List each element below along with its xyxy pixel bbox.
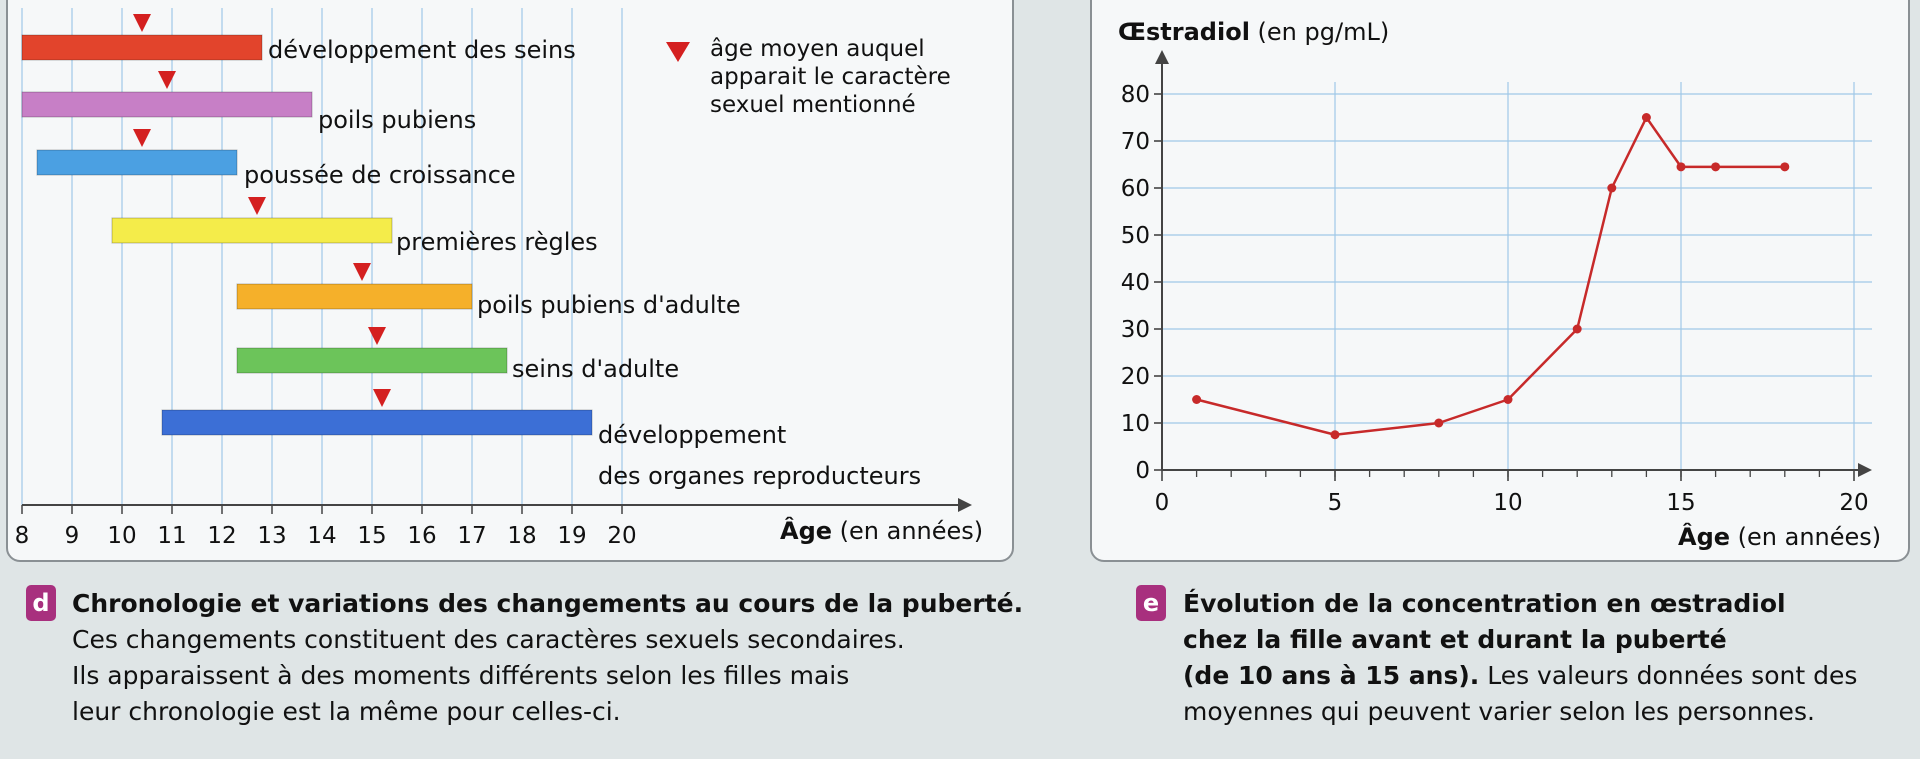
range-bar xyxy=(21,34,263,61)
panel-letter-d: d xyxy=(26,585,56,621)
y-axis-label: Œstradiol (en pg/mL) xyxy=(1118,18,1389,46)
x-tick-label: 5 xyxy=(1328,490,1343,516)
data-point xyxy=(1572,324,1582,334)
x-tick-label: 8 xyxy=(15,523,30,549)
range-bar xyxy=(21,91,313,118)
x-tick-label: 14 xyxy=(307,523,336,549)
x-tick-label: 19 xyxy=(557,523,586,549)
y-tick-label: 30 xyxy=(1121,317,1150,343)
mean-age-marker xyxy=(368,327,386,345)
data-point xyxy=(1607,183,1617,193)
caption-d-line-1: Ces changements constituent des caractèr… xyxy=(72,625,905,654)
caption-e-rest-part: Les valeurs données sont des xyxy=(1479,661,1858,690)
x-axis-arrow xyxy=(958,498,972,512)
x-tick-label: 11 xyxy=(157,523,186,549)
data-point xyxy=(1503,395,1513,404)
data-point xyxy=(1330,430,1340,440)
legend-text: âge moyen auquel xyxy=(710,36,925,62)
range-bar xyxy=(236,347,508,374)
bar-label: des organes reproducteurs xyxy=(598,462,921,490)
bar-label: développement des seins xyxy=(268,36,576,64)
x-axis-label: Âge (en années) xyxy=(780,516,983,545)
range-bar xyxy=(161,409,593,436)
x-axis-label: Âge (en années) xyxy=(1678,522,1881,551)
data-point xyxy=(1192,395,1202,404)
caption-d-line-2: Ils apparaissent à des moments différent… xyxy=(72,661,850,690)
puberty-chronology-chart: 8 9 10 11 12 13 14 15 16 17 18 19 20 Âge (en années) d… xyxy=(15,8,983,549)
caption-e-bold-part: (de 10 ans à 15 ans). xyxy=(1183,661,1480,690)
data-point xyxy=(1434,418,1444,428)
caption-e-line-3: (de 10 ans à 15 ans). Les valeurs donnée… xyxy=(1183,660,1857,692)
mean-age-marker xyxy=(353,263,371,281)
x-tick-label: 15 xyxy=(357,523,386,549)
data-point xyxy=(1711,162,1721,172)
data-point xyxy=(1780,162,1790,172)
x-tick-label: 15 xyxy=(1666,490,1695,516)
data-point xyxy=(1641,113,1651,122)
mean-age-marker xyxy=(248,197,266,215)
x-tick-label: 10 xyxy=(107,523,136,549)
caption-d-title: Chronologie et variations des changement… xyxy=(72,589,1024,618)
y-axis-arrow xyxy=(1155,50,1169,64)
bar-label: seins d'adulte xyxy=(512,355,679,383)
range-bar xyxy=(111,217,393,244)
caption-e-line-2: chez la fille avant et durant la puberté xyxy=(1183,625,1727,654)
x-tick-label: 20 xyxy=(1839,490,1868,516)
y-tick-label: 60 xyxy=(1121,176,1150,202)
mean-age-marker xyxy=(373,389,391,407)
x-axis-arrow xyxy=(1858,463,1872,477)
panel-letter-e: e xyxy=(1136,585,1166,621)
x-tick-label: 17 xyxy=(457,523,486,549)
y-tick-label: 50 xyxy=(1121,223,1150,249)
bar-label: premières règles xyxy=(396,228,598,256)
y-tick-label: 80 xyxy=(1121,82,1150,108)
range-bar xyxy=(36,149,238,176)
y-tick-label: 0 xyxy=(1135,458,1150,484)
caption-d-line-3: leur chronologie est la même pour celles… xyxy=(72,697,621,726)
range-bar xyxy=(236,283,473,310)
bar-label: poils pubiens d'adulte xyxy=(477,291,741,319)
y-tick-label: 70 xyxy=(1121,129,1150,155)
data-point xyxy=(1676,162,1686,172)
estradiol-line-chart: 0 5 10 15 20 0 10 20 30 40 50 60 70 80 Œstradiol (en p… xyxy=(1118,18,1881,551)
mean-age-marker xyxy=(133,14,151,32)
x-tick-label: 0 xyxy=(1155,490,1170,516)
x-tick-label: 16 xyxy=(407,523,436,549)
bar-label: poussée de croissance xyxy=(244,161,516,189)
bar-label: poils pubiens xyxy=(318,106,476,134)
legend-text: sexuel mentionné xyxy=(710,92,916,118)
caption-e-line-1: Évolution de la concentration en œstradi… xyxy=(1183,589,1786,618)
bar-label: développement xyxy=(598,421,786,449)
y-tick-label: 40 xyxy=(1121,270,1150,296)
estradiol-curve xyxy=(1196,116,1785,436)
legend-text: apparait le caractère xyxy=(710,64,951,90)
y-tick-label: 10 xyxy=(1121,411,1150,437)
y-tick-label: 20 xyxy=(1121,364,1150,390)
x-tick-label: 10 xyxy=(1493,490,1522,516)
legend-marker xyxy=(666,42,690,62)
x-tick-label: 9 xyxy=(65,523,80,549)
mean-age-marker xyxy=(158,71,176,89)
mean-age-marker xyxy=(133,129,151,147)
x-tick-label: 20 xyxy=(607,523,636,549)
caption-e-line-4: moyennes qui peuvent varier selon les pe… xyxy=(1183,697,1815,726)
x-tick-label: 12 xyxy=(207,523,236,549)
x-tick-label: 18 xyxy=(507,523,536,549)
x-tick-label: 13 xyxy=(257,523,286,549)
